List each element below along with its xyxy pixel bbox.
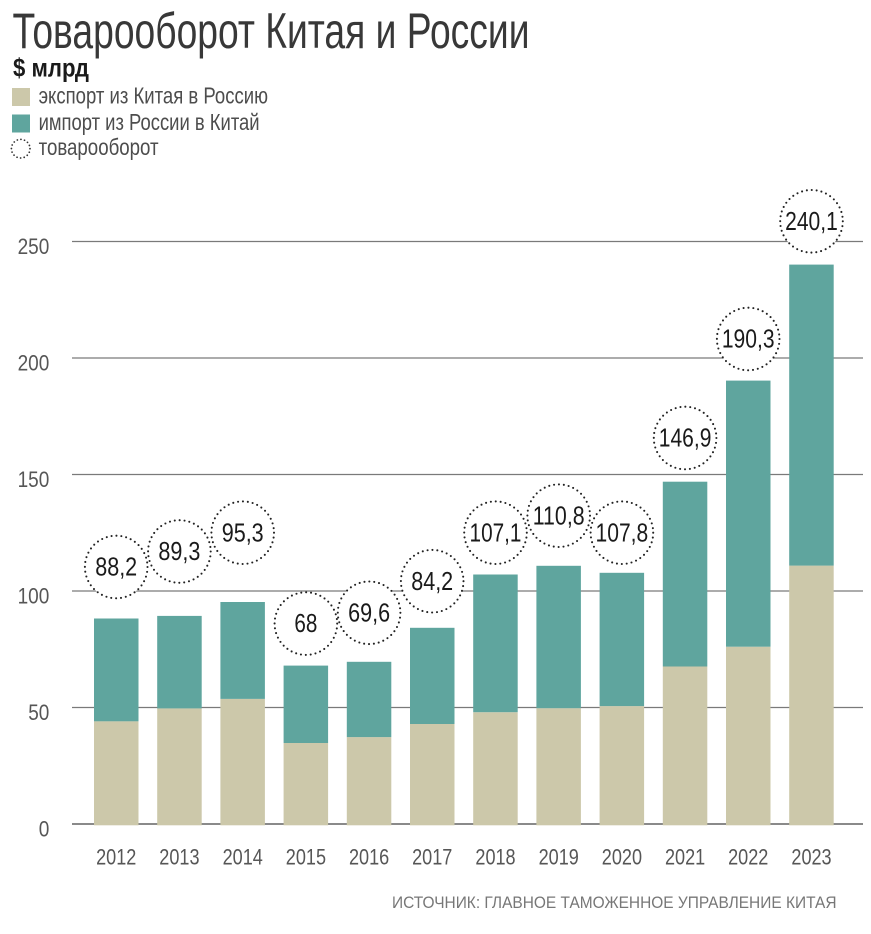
svg-text:146,9: 146,9 bbox=[659, 423, 712, 453]
svg-text:2014: 2014 bbox=[223, 844, 263, 869]
svg-text:69,6: 69,6 bbox=[348, 597, 390, 627]
svg-text:2022: 2022 bbox=[728, 844, 768, 869]
svg-text:2013: 2013 bbox=[159, 844, 199, 869]
svg-text:200: 200 bbox=[18, 351, 50, 376]
svg-text:2020: 2020 bbox=[602, 844, 642, 869]
svg-text:2021: 2021 bbox=[665, 844, 705, 869]
svg-text:240,1: 240,1 bbox=[785, 206, 838, 236]
svg-text:107,8: 107,8 bbox=[596, 517, 649, 547]
svg-text:107,1: 107,1 bbox=[470, 517, 522, 547]
svg-text:2023: 2023 bbox=[791, 844, 831, 869]
svg-text:89,3: 89,3 bbox=[158, 536, 200, 566]
svg-text:экспорт из Китая в Россию: экспорт из Китая в Россию bbox=[39, 83, 268, 109]
svg-text:2016: 2016 bbox=[349, 844, 389, 869]
svg-text:ИСТОЧНИК: ГЛАВНОЕ ТАМОЖЕННОЕ У: ИСТОЧНИК: ГЛАВНОЕ ТАМОЖЕННОЕ УПРАВЛЕНИЕ … bbox=[392, 893, 837, 912]
svg-text:товарооборот: товарооборот bbox=[39, 134, 159, 160]
svg-text:250: 250 bbox=[18, 234, 50, 259]
svg-text:68: 68 bbox=[294, 608, 317, 638]
svg-text:2019: 2019 bbox=[539, 844, 579, 869]
svg-text:100: 100 bbox=[18, 584, 50, 609]
svg-text:110,8: 110,8 bbox=[533, 500, 585, 530]
svg-text:2017: 2017 bbox=[412, 844, 452, 869]
svg-text:88,2: 88,2 bbox=[95, 552, 137, 582]
svg-text:$ млрд: $ млрд bbox=[13, 53, 89, 83]
svg-text:Товарооборот Китая и России: Товарооборот Китая и России bbox=[13, 3, 530, 59]
svg-text:190,3: 190,3 bbox=[722, 324, 775, 354]
svg-text:84,2: 84,2 bbox=[411, 566, 453, 596]
svg-text:2018: 2018 bbox=[475, 844, 515, 869]
svg-text:150: 150 bbox=[18, 467, 50, 492]
svg-text:95,3: 95,3 bbox=[222, 517, 264, 547]
svg-text:0: 0 bbox=[39, 817, 50, 842]
svg-text:2015: 2015 bbox=[286, 844, 326, 869]
svg-text:50: 50 bbox=[28, 700, 49, 725]
svg-text:2012: 2012 bbox=[96, 844, 136, 869]
svg-text:импорт из России в Китай: импорт из России в Китай bbox=[39, 109, 260, 135]
